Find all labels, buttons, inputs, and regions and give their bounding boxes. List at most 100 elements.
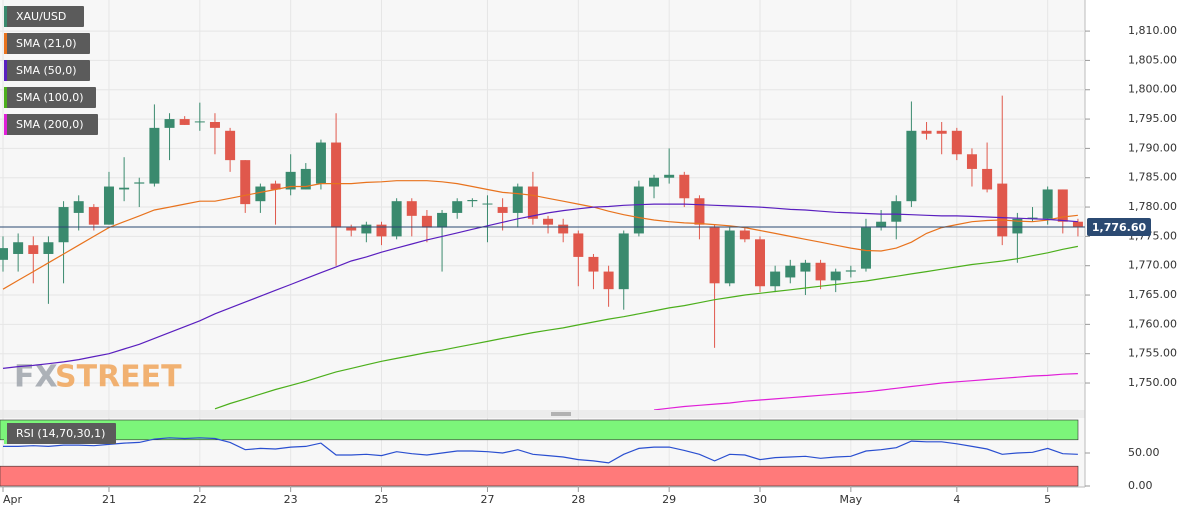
candle-body [709, 227, 720, 284]
candle-body [1072, 221, 1083, 227]
oversold-band [0, 465, 1079, 487]
rsi-line [3, 437, 1078, 464]
candle-body [860, 227, 871, 269]
x-tick-label: 29 [662, 493, 676, 506]
candle-body [194, 121, 205, 123]
sma-line [2, 180, 1078, 290]
candle-body [527, 186, 538, 219]
x-tick-label: 27 [480, 493, 494, 506]
candle-body [664, 174, 675, 178]
candle-body [361, 224, 372, 234]
legend-swatch [4, 33, 7, 54]
y-tick-label: 1,755.00 [1128, 347, 1177, 360]
candle-body [149, 127, 160, 184]
candle-body [618, 233, 629, 290]
rsi-y-tick-label: 50.00 [1128, 446, 1160, 459]
x-tick-label: May [839, 493, 862, 506]
candle-body [103, 186, 114, 225]
sma-line [653, 373, 1078, 410]
legend-swatch [4, 114, 7, 135]
candle-body [300, 168, 311, 190]
candle-body [331, 142, 342, 228]
y-tick-label: 1,760.00 [1128, 317, 1177, 330]
legend-box[interactable] [4, 6, 84, 27]
x-tick-label: Apr [3, 493, 23, 506]
overlay: 1,750.00 1,755.00 1,760.00 1,765.00 1,770.00… [2, 6, 1177, 506]
candle-body [58, 207, 69, 243]
candle-body [694, 198, 705, 225]
candle-body [679, 174, 690, 199]
legend-swatch [4, 87, 7, 108]
legend-label: XAU/USD [16, 10, 66, 23]
candle-body [830, 271, 841, 281]
x-tick-label: 4 [953, 493, 960, 506]
candle-body [739, 230, 750, 240]
rsi-y-tick-label: 0.00 [1128, 479, 1153, 492]
price-pane [0, 0, 1085, 410]
candle-body [467, 200, 478, 202]
y-tick-label: 1,750.00 [1128, 376, 1177, 389]
candle-body [936, 130, 947, 134]
candle-body [891, 201, 902, 222]
sma-line [2, 203, 1078, 369]
candle-body [315, 142, 326, 184]
candle-body [421, 215, 432, 228]
legend-box[interactable] [4, 114, 98, 135]
watermark: STREET [55, 360, 182, 395]
price-plot [0, 95, 1085, 410]
legend-swatch [4, 60, 7, 81]
y-tick-label: 1,770.00 [1128, 259, 1177, 272]
candle-body [346, 227, 357, 231]
candle-body [785, 265, 796, 278]
candle-body [209, 122, 220, 128]
legend-box[interactable] [4, 60, 90, 81]
candle-body [452, 201, 463, 213]
candle-body [391, 201, 402, 237]
candle-body [73, 201, 84, 213]
legend-box[interactable] [4, 87, 96, 108]
candle-body [119, 187, 130, 190]
candle-body [573, 233, 584, 257]
candle-body [13, 242, 24, 254]
candle-body [906, 130, 917, 202]
y-tick-label: 1,800.00 [1128, 83, 1177, 96]
candle-body [406, 201, 417, 216]
candle-body [588, 256, 599, 272]
candle-body [1042, 189, 1053, 219]
candle-body [270, 183, 281, 190]
candle-body [1057, 189, 1068, 222]
pane-divider [0, 410, 1085, 418]
candle-body [982, 168, 993, 190]
y-tick-label: 1,790.00 [1128, 141, 1177, 154]
candle-body [558, 224, 569, 234]
legend-label: SMA (21,0) [16, 37, 77, 50]
candle-body [755, 239, 765, 287]
legend-swatch [4, 6, 7, 27]
candle-body [179, 119, 190, 125]
legend-box[interactable] [4, 33, 90, 54]
candle-body [437, 212, 448, 228]
candle-body [845, 270, 856, 272]
sma-line [214, 245, 1079, 410]
candle-body [1027, 217, 1038, 219]
x-tick-label: 25 [375, 493, 389, 506]
candle-body [225, 130, 236, 161]
x-tick-label: 30 [753, 493, 767, 506]
candle-body [951, 130, 962, 155]
candle-body [997, 183, 1008, 237]
candle-body [240, 160, 251, 205]
legend-box[interactable] [4, 423, 116, 444]
last-price-label: 1,776.60 [1092, 221, 1147, 234]
candle-body [603, 271, 614, 290]
candle-body [255, 186, 266, 202]
legend-swatch [4, 423, 7, 444]
y-tick-label: 1,785.00 [1128, 171, 1177, 184]
candle-body [0, 248, 8, 260]
overbought-band [0, 419, 1079, 441]
candle-body [164, 119, 175, 128]
y-tick-label: 1,765.00 [1128, 288, 1177, 301]
candle-body [134, 182, 145, 184]
candle-body [724, 230, 735, 284]
candle-body [43, 242, 54, 254]
